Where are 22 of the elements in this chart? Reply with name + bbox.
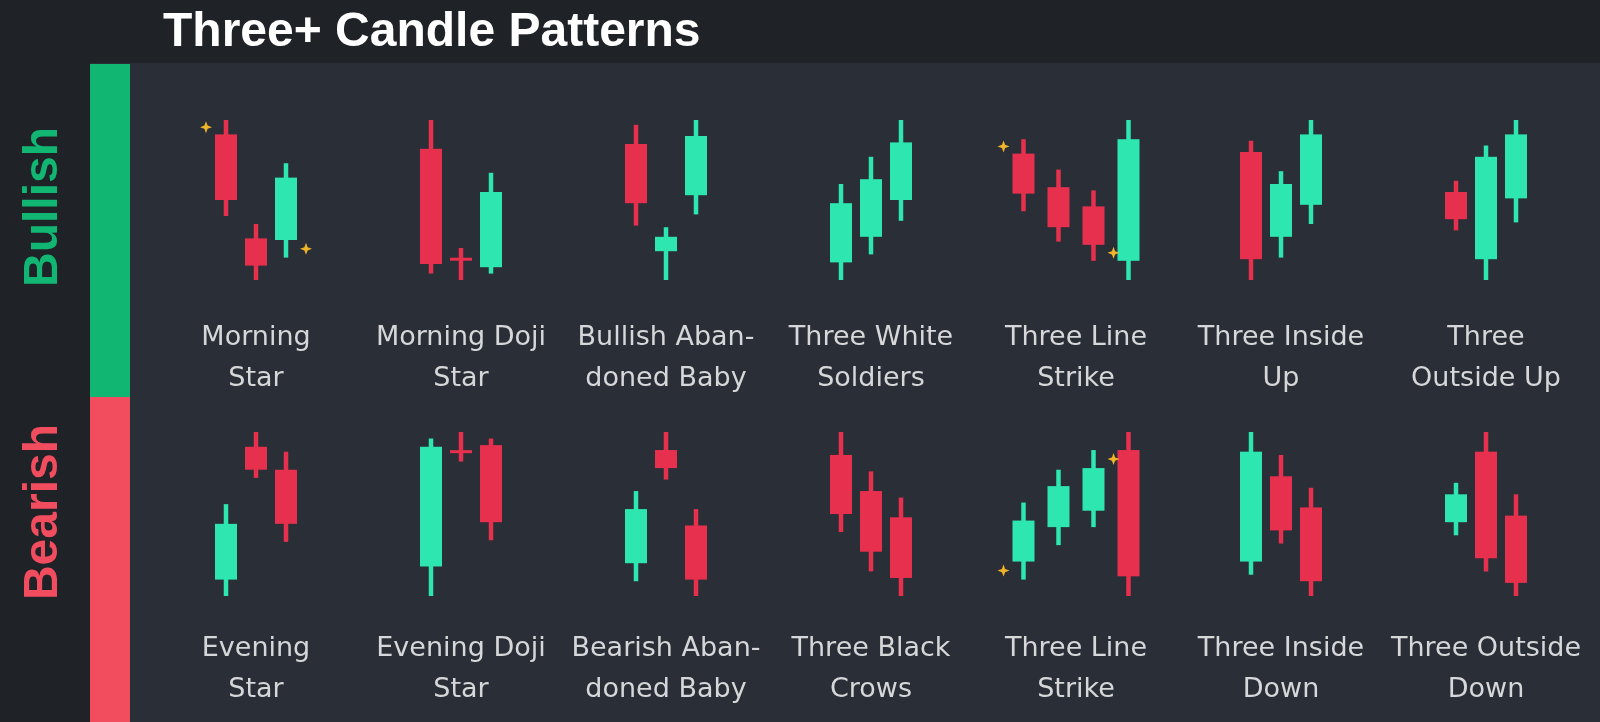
text: Bullish Aban- doned Baby [577, 320, 755, 392]
text: Three White Soldiers [787, 320, 954, 392]
candlestick [450, 248, 472, 280]
text: Three Line Strike [1003, 631, 1148, 703]
text: Three+ Candle Patterns [163, 3, 701, 56]
text: Bearish Aban- doned Baby [571, 631, 761, 703]
candlestick [655, 227, 677, 280]
text: Three Line Strike [1003, 320, 1148, 392]
candlestick [655, 432, 677, 480]
text: Bearish [14, 423, 67, 601]
text: Three Outside Up [1411, 320, 1561, 392]
candlestick [245, 432, 267, 478]
text: Three Inside Down [1196, 631, 1365, 703]
text: Morning Star [201, 320, 311, 392]
text: Evening Star [201, 631, 311, 703]
text: Evening Doji Star [376, 631, 546, 703]
text: Three Black Crows [790, 631, 951, 703]
candlestick [450, 432, 472, 462]
text: Three Outside Down [1389, 631, 1582, 703]
text: Bullish [14, 126, 67, 288]
text: Morning Doji Star [375, 320, 547, 392]
text: Three Inside Up [1196, 320, 1365, 392]
